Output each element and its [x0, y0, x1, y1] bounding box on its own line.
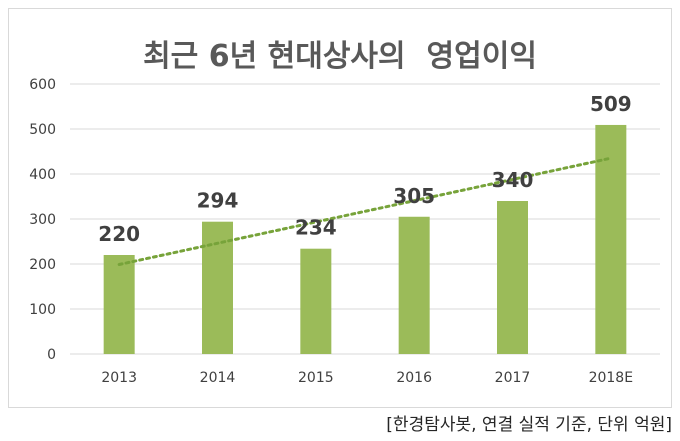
data-label: 220 [98, 222, 140, 246]
x-tick-label: 2016 [396, 370, 432, 386]
bar [300, 248, 332, 354]
x-tick-label: 2018E [589, 370, 633, 386]
data-label: 340 [492, 168, 534, 192]
x-axis-ticks: 2013 2014 2015 2016 2017 2018E [101, 370, 633, 386]
y-tick-label: 300 [29, 212, 56, 228]
data-labels: 220 294 234 305 340 509 [98, 92, 631, 246]
source-note: [한경탐사봇, 연결 실적 기준, 단위 억원] [386, 415, 672, 435]
x-tick-label: 2014 [200, 370, 236, 386]
y-tick-label: 200 [29, 257, 56, 273]
y-tick-label: 0 [47, 347, 56, 363]
chart-title: 최근 6년 현대상사의 영업이익 [143, 39, 537, 74]
x-tick-label: 2017 [495, 370, 531, 386]
bars [103, 124, 627, 354]
y-tick-label: 100 [29, 302, 56, 318]
bar [595, 124, 627, 354]
x-tick-label: 2015 [298, 370, 334, 386]
bar [103, 255, 135, 354]
y-axis-ticks: 0 100 200 300 400 500 600 [29, 77, 56, 363]
bar [398, 216, 430, 354]
bar [497, 201, 528, 354]
data-label: 305 [393, 184, 435, 208]
data-label: 294 [197, 189, 239, 213]
gridlines [70, 83, 660, 355]
data-label: 509 [590, 92, 632, 116]
y-tick-label: 500 [29, 122, 56, 138]
trendline [117, 156, 613, 267]
y-tick-label: 600 [29, 77, 56, 93]
trendline-path [117, 156, 613, 267]
x-tick-label: 2013 [101, 370, 137, 386]
data-label: 234 [295, 216, 337, 240]
y-tick-label: 400 [29, 167, 56, 183]
